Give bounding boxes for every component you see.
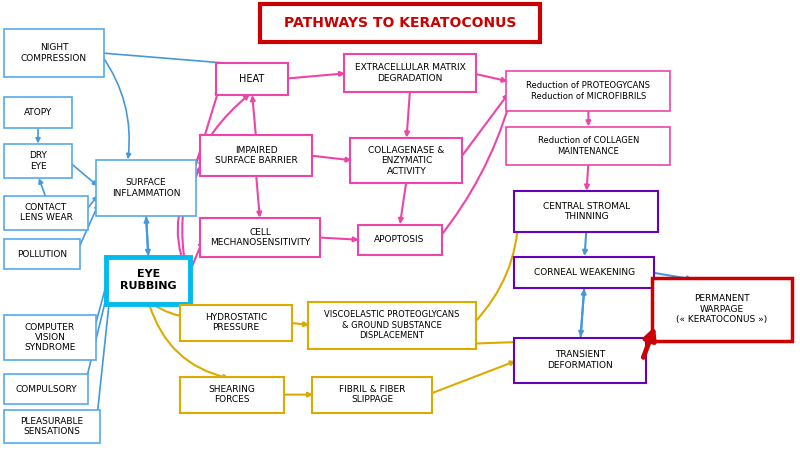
Text: TRANSIENT
DEFORMATION: TRANSIENT DEFORMATION xyxy=(547,350,614,370)
FancyBboxPatch shape xyxy=(4,315,96,360)
FancyBboxPatch shape xyxy=(506,71,670,111)
Text: POLLUTION: POLLUTION xyxy=(17,249,67,258)
FancyBboxPatch shape xyxy=(344,54,476,92)
FancyBboxPatch shape xyxy=(4,97,72,128)
FancyBboxPatch shape xyxy=(4,374,88,404)
FancyBboxPatch shape xyxy=(350,138,462,183)
FancyBboxPatch shape xyxy=(200,218,320,256)
Text: CENTRAL STROMAL
THINNING: CENTRAL STROMAL THINNING xyxy=(543,202,630,221)
FancyBboxPatch shape xyxy=(514,256,654,288)
Text: HYDROSTATIC
PRESSURE: HYDROSTATIC PRESSURE xyxy=(205,313,267,333)
Text: PERMANENT
WARPAGE
(« KERATOCONUS »): PERMANENT WARPAGE (« KERATOCONUS ») xyxy=(676,294,768,324)
FancyBboxPatch shape xyxy=(200,135,312,176)
Text: CONTACT
LENS WEAR: CONTACT LENS WEAR xyxy=(19,203,73,222)
FancyBboxPatch shape xyxy=(260,4,540,42)
FancyBboxPatch shape xyxy=(652,278,792,341)
Text: COMPUTER
VISION
SYNDROME: COMPUTER VISION SYNDROME xyxy=(24,323,76,352)
Text: CORNEAL WEAKENING: CORNEAL WEAKENING xyxy=(534,268,635,277)
Text: EXTRACELLULAR MATRIX
DEGRADATION: EXTRACELLULAR MATRIX DEGRADATION xyxy=(354,63,466,83)
FancyBboxPatch shape xyxy=(358,225,442,255)
Text: PATHWAYS TO KERATOCONUS: PATHWAYS TO KERATOCONUS xyxy=(284,16,516,30)
FancyBboxPatch shape xyxy=(4,144,72,178)
FancyBboxPatch shape xyxy=(308,302,476,349)
Text: EYE
RUBBING: EYE RUBBING xyxy=(120,269,177,291)
Text: ATOPY: ATOPY xyxy=(24,108,52,117)
FancyBboxPatch shape xyxy=(180,305,292,341)
FancyBboxPatch shape xyxy=(4,29,104,76)
Text: SURFACE
INFLAMMATION: SURFACE INFLAMMATION xyxy=(112,178,180,198)
FancyBboxPatch shape xyxy=(514,338,646,382)
Text: SHEARING
FORCES: SHEARING FORCES xyxy=(209,385,255,405)
FancyBboxPatch shape xyxy=(106,256,190,304)
Text: DRY
EYE: DRY EYE xyxy=(29,151,47,171)
Text: HEAT: HEAT xyxy=(239,74,265,84)
Text: VISCOELASTIC PROTEOGLYCANS
& GROUND SUBSTANCE
DISPLACEMENT: VISCOELASTIC PROTEOGLYCANS & GROUND SUBS… xyxy=(324,310,460,340)
FancyBboxPatch shape xyxy=(506,127,670,165)
Text: PLEASURABLE
SENSATIONS: PLEASURABLE SENSATIONS xyxy=(21,417,83,436)
Text: COMPULSORY: COMPULSORY xyxy=(15,384,77,393)
Text: FIBRIL & FIBER
SLIPPAGE: FIBRIL & FIBER SLIPPAGE xyxy=(339,385,405,405)
Text: Reduction of COLLAGEN
MAINTENANCE: Reduction of COLLAGEN MAINTENANCE xyxy=(538,136,639,156)
Text: APOPTOSIS: APOPTOSIS xyxy=(374,235,425,244)
FancyBboxPatch shape xyxy=(312,377,432,413)
FancyBboxPatch shape xyxy=(216,63,288,94)
FancyBboxPatch shape xyxy=(4,239,80,269)
Text: CELL
MECHANOSENSITIVITY: CELL MECHANOSENSITIVITY xyxy=(210,228,310,247)
Text: Reduction of PROTEOGYCANS
Reduction of MICROFIBRILS: Reduction of PROTEOGYCANS Reduction of M… xyxy=(526,81,650,101)
FancyBboxPatch shape xyxy=(180,377,284,413)
FancyBboxPatch shape xyxy=(4,410,100,443)
FancyBboxPatch shape xyxy=(4,196,88,230)
FancyBboxPatch shape xyxy=(96,160,196,216)
Text: IMPAIRED
SURFACE BARRIER: IMPAIRED SURFACE BARRIER xyxy=(214,145,298,165)
Text: NIGHT
COMPRESSION: NIGHT COMPRESSION xyxy=(21,43,87,63)
Text: COLLAGENASE &
ENZYMATIC
ACTIVITY: COLLAGENASE & ENZYMATIC ACTIVITY xyxy=(368,146,445,176)
FancyBboxPatch shape xyxy=(514,191,658,232)
